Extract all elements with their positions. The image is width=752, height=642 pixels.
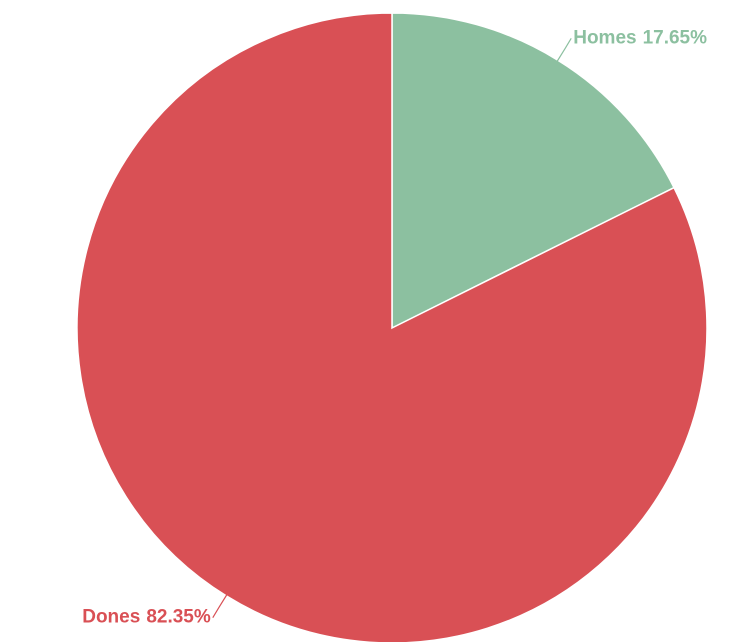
slice-label: Dones 82.35% (82, 607, 211, 628)
slice-label: Homes 17.65% (573, 27, 707, 48)
slice-label-value: 17.65% (643, 27, 708, 48)
slice-label-value: 82.35% (146, 607, 211, 628)
slice-label-name: Homes (573, 27, 636, 48)
slice-label-name: Dones (82, 607, 140, 628)
leader-line (553, 37, 572, 68)
leader-line (212, 588, 231, 619)
